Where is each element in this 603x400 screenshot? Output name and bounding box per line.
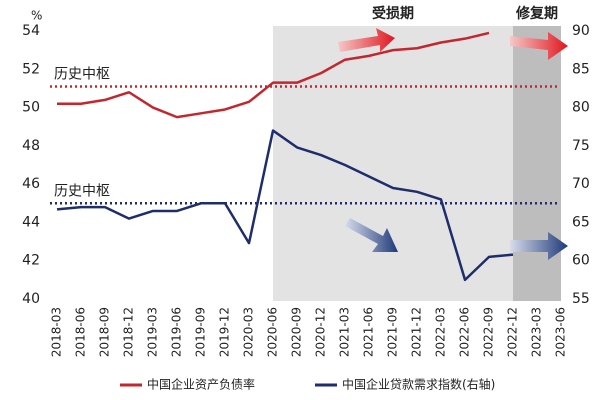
arrow [345,218,398,252]
x-tick-label: 2019-09 [194,307,208,357]
y2-tick-label: 90 [572,23,590,39]
x-tick-label: 2022-03 [434,307,448,357]
x-tick-label: 2018-12 [122,307,136,357]
y2-tick-label: 80 [572,100,590,116]
legend-label: 中国企业贷款需求指数(右轴) [342,377,495,392]
x-tick-label: 2022-06 [458,307,472,357]
x-tick-label: 2019-03 [146,307,160,357]
x-tick-label: 2019-12 [218,307,232,357]
x-tick-label: 2020-12 [314,307,328,357]
y2-tick-label: 75 [572,138,590,154]
arrow [510,232,568,260]
reference-label: 历史中枢 [54,183,110,199]
x-tick-label: 2022-12 [506,307,520,357]
y2-tick-label: 65 [572,214,590,230]
x-tick-label: 2021-06 [362,307,376,357]
x-tick-label: 2020-09 [290,307,304,357]
y-unit-label: % [31,9,42,23]
period-span [513,26,561,301]
y-tick-label: 50 [22,100,40,116]
period-label: 受损期 [372,5,414,22]
period-span [273,26,513,301]
y-tick-label: 54 [22,23,40,39]
x-tick-label: 2020-03 [242,307,256,357]
x-tick-label: 2018-03 [50,307,64,357]
x-tick-label: 2018-06 [74,307,88,357]
y-tick-label: 48 [22,138,40,154]
y2-tick-label: 85 [572,61,590,77]
y2-tick-label: 60 [572,253,590,269]
y2-tick-label: 55 [572,291,590,307]
period-label: 修复期 [515,5,558,22]
y-tick-label: 42 [22,253,40,269]
reference-label: 历史中枢 [54,67,110,83]
x-tick-label: 2021-09 [386,307,400,357]
x-tick-label: 2023-03 [530,307,544,357]
x-tick-label: 2020-06 [266,307,280,357]
y-tick-label: 44 [22,214,40,230]
series-line [57,31,490,119]
x-tick-label: 2019-06 [170,307,184,357]
x-tick-label: 2021-03 [338,307,352,357]
x-tick-label: 2018-09 [98,307,112,357]
y-tick-label: 46 [22,176,40,192]
arrow [338,28,395,52]
y-tick-label: 40 [22,291,40,307]
series-line [56,129,514,282]
x-tick-label: 2023-06 [554,307,568,357]
arrow [510,32,568,60]
x-tick-label: 2022-09 [482,307,496,357]
y2-tick-label: 70 [572,176,590,192]
x-tick-label: 2021-12 [410,307,424,357]
legend-label: 中国企业资产负债率 [147,377,255,392]
y-tick-label: 52 [22,61,40,77]
